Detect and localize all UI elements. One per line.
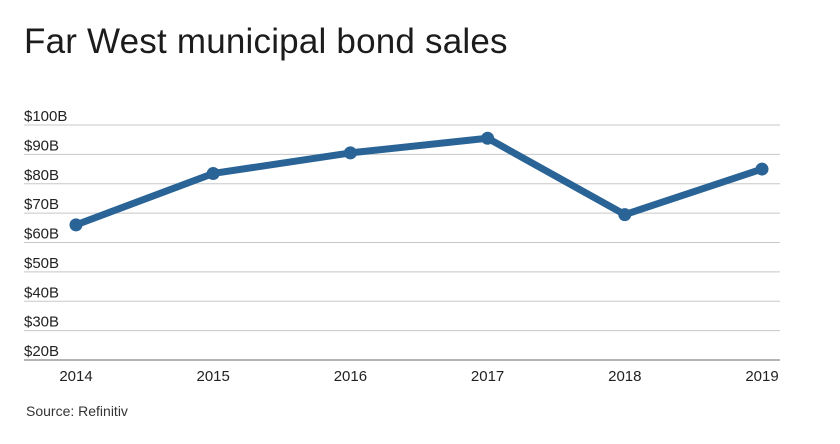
data-point-2016 (343, 146, 357, 160)
y-tick-label: $70B (24, 196, 59, 213)
y-tick-label: $60B (24, 226, 59, 243)
data-point-2014 (69, 218, 83, 232)
series-lines (72, 134, 766, 229)
data-point-2017 (481, 131, 495, 145)
x-tick-label: 2018 (608, 368, 641, 385)
y-tick-label: $40B (24, 284, 59, 301)
y-tick-label: $20B (24, 343, 59, 360)
data-point-2018 (618, 208, 632, 222)
data-point-2019 (755, 162, 769, 176)
y-tick-label: $90B (24, 137, 59, 154)
series-line (72, 134, 766, 229)
y-axis-labels: $100B $90B $80B $70B $60B $50B $40B $30B $20B (24, 108, 67, 360)
y-tick-label: $50B (24, 255, 59, 272)
x-tick-label: 2019 (745, 368, 778, 385)
gridlines (24, 124, 780, 361)
source-note: Source: Refinitiv (26, 403, 128, 419)
y-tick-label: $100B (24, 108, 67, 125)
x-tick-label: 2017 (471, 368, 504, 385)
line-chart: $100B $90B $80B $70B $60B $50B $40B $30B $20B 20… (24, 108, 780, 385)
chart-title: Far West municipal bond sales (24, 22, 508, 61)
x-axis-labels: 2014 2015 2016 2017 2018 2019 (59, 368, 778, 385)
x-tick-label: 2014 (59, 368, 92, 385)
data-point-2015 (206, 166, 220, 180)
data-points (69, 131, 769, 232)
x-tick-label: 2015 (197, 368, 230, 385)
y-tick-label: $30B (24, 314, 59, 331)
y-tick-label: $80B (24, 167, 59, 184)
x-tick-label: 2016 (334, 368, 367, 385)
